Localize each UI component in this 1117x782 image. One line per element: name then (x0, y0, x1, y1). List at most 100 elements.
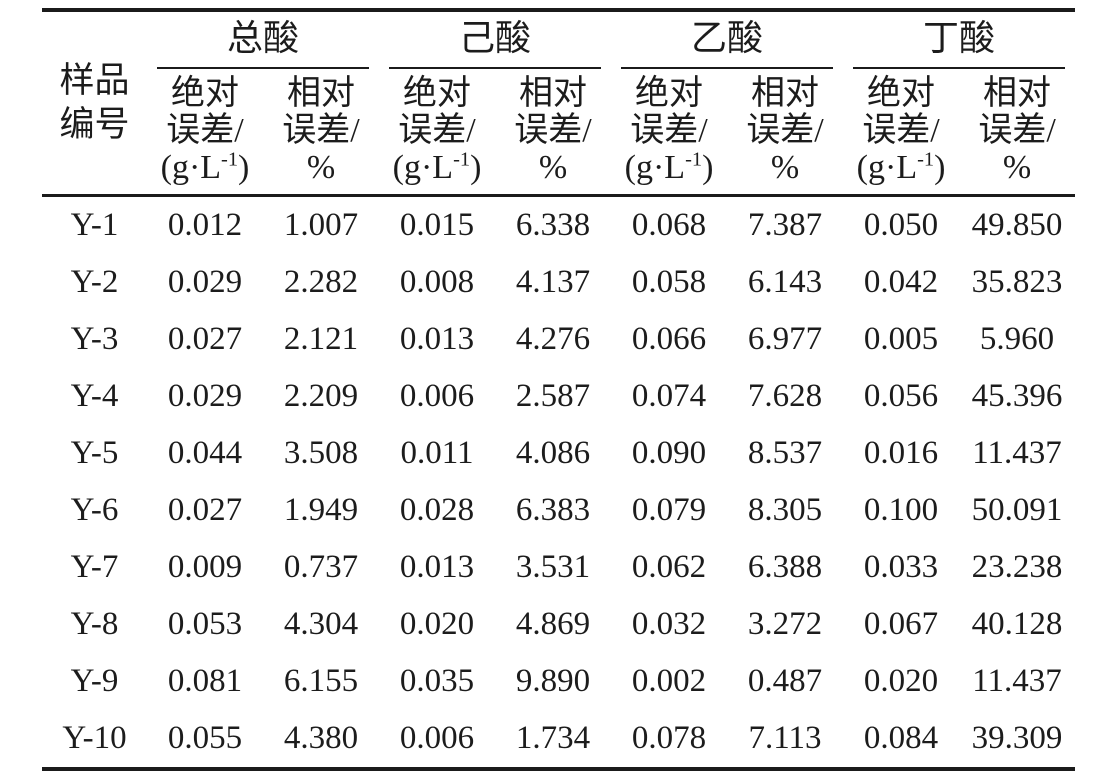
value-cell: 1.007 (283, 207, 359, 243)
table-row: Y-1 0.012 1.007 0.015 6.338 0.068 7.387 0.050 49… (42, 196, 1075, 255)
value-cell: 6.977 (747, 321, 823, 357)
value-cell: 39.309 (971, 720, 1063, 756)
relative-error-unit: % (1002, 149, 1032, 186)
absolute-error-line1: 绝对 (171, 75, 239, 112)
value-cell: 0.050 (863, 207, 939, 243)
value-cell: 4.276 (515, 321, 591, 357)
value-cell: 11.437 (972, 435, 1062, 471)
table-row: Y-3 0.027 2.121 0.013 4.276 0.066 6.977 0.005 5.… (42, 311, 1075, 368)
value-cell: 4.869 (515, 606, 591, 642)
table-body: Y-1 0.012 1.007 0.015 6.338 0.068 7.387 0.050 49… (42, 196, 1075, 770)
value-cell: 3.531 (515, 549, 591, 585)
value-cell: 7.113 (748, 720, 822, 756)
absolute-error-header: 绝对 误差/ (g·L-1) (611, 69, 727, 196)
group-header-butyric-acid: 丁酸 (843, 10, 1075, 69)
value-cell: 0.079 (631, 492, 707, 528)
relative-error-line1: 相对 (751, 75, 820, 112)
value-cell: 0.053 (167, 606, 243, 642)
relative-error-line2: 误差/ (978, 112, 1056, 149)
value-cell: 0.084 (863, 720, 939, 756)
value-cell: 8.305 (747, 492, 823, 528)
group-header-acetic-acid: 乙酸 (611, 10, 843, 69)
value-cell: 0.020 (863, 663, 939, 699)
value-cell: 7.628 (747, 378, 823, 414)
value-cell: 0.009 (167, 549, 243, 585)
value-cell: 0.042 (863, 264, 939, 300)
value-cell: 1.949 (283, 492, 359, 528)
value-cell: 0.055 (167, 720, 243, 756)
relative-error-unit: % (770, 149, 800, 186)
value-cell: 0.035 (399, 663, 475, 699)
value-cell: 0.737 (283, 549, 359, 585)
value-cell: 0.005 (863, 321, 939, 357)
value-cell: 8.537 (747, 435, 823, 471)
absolute-error-line1: 绝对 (867, 75, 936, 112)
group-header-caproic-acid: 己酸 (379, 10, 611, 69)
value-cell: 0.029 (167, 378, 243, 414)
absolute-error-header: 绝对 误差/ (g·L-1) (147, 69, 263, 196)
absolute-error-line1: 绝对 (403, 75, 472, 112)
value-cell: 2.282 (283, 264, 359, 300)
table-row: Y-7 0.009 0.737 0.013 3.531 0.062 6.388 0.033 23… (42, 539, 1075, 596)
table-row: Y-10 0.055 4.380 0.006 1.734 0.078 7.113 0.084 3… (42, 710, 1075, 769)
value-cell: 4.086 (515, 435, 591, 471)
value-cell: 50.091 (971, 492, 1063, 528)
value-cell: 7.387 (747, 207, 823, 243)
value-cell: 0.487 (747, 663, 823, 699)
sample-id-column-header: 样品 编号 (59, 61, 130, 144)
value-cell: 0.016 (863, 435, 939, 471)
absolute-error-line2: 误差/ (398, 112, 476, 149)
absolute-error-header: 绝对 误差/ (g·L-1) (843, 69, 959, 196)
value-cell: 0.062 (631, 549, 707, 585)
value-cell: 4.304 (283, 606, 359, 642)
absolute-error-unit: (g·L-1) (392, 148, 482, 186)
value-cell: 9.890 (515, 663, 591, 699)
error-table: 样品 编号 总酸 己酸 乙酸 丁酸 绝对 误差/ (g·L-1) (42, 8, 1076, 771)
table-row: Y-4 0.029 2.209 0.006 2.587 0.074 7.628 0.056 45… (42, 368, 1075, 425)
value-cell: 11.437 (972, 663, 1062, 699)
table-header: 样品 编号 总酸 己酸 乙酸 丁酸 绝对 误差/ (g·L-1) (42, 10, 1076, 196)
table-row: Y-6 0.027 1.949 0.028 6.383 0.079 8.305 0.100 50… (42, 482, 1075, 539)
relative-error-line2: 误差/ (746, 112, 824, 149)
value-cell: 2.587 (515, 378, 591, 414)
value-cell: 40.128 (971, 606, 1063, 642)
relative-error-line1: 相对 (287, 75, 355, 112)
value-cell: 6.155 (283, 663, 359, 699)
relative-error-unit: % (538, 149, 568, 186)
group-header-caproic-acid-label: 己酸 (389, 12, 602, 69)
value-cell: 2.209 (283, 378, 359, 414)
relative-error-line2: 误差/ (282, 112, 360, 149)
sample-id-cell: Y-3 (70, 321, 119, 357)
sub-header-row: 绝对 误差/ (g·L-1) 相对 误差/ % 绝对 误差/ (g·L-1) 相… (42, 69, 1075, 196)
value-cell: 1.734 (515, 720, 591, 756)
value-cell: 3.508 (283, 435, 359, 471)
sample-id-cell: Y-7 (70, 549, 119, 585)
absolute-error-line2: 误差/ (862, 112, 940, 149)
group-header-acetic-acid-label: 乙酸 (621, 12, 834, 69)
absolute-error-line1: 绝对 (635, 75, 704, 112)
relative-error-header: 相对 误差/ % (263, 69, 379, 196)
table-row: Y-8 0.053 4.304 0.020 4.869 0.032 3.272 0.067 40… (42, 596, 1075, 653)
value-cell: 0.013 (399, 321, 475, 357)
relative-error-header: 相对 误差/ % (495, 69, 611, 196)
relative-error-line1: 相对 (983, 75, 1052, 112)
value-cell: 0.056 (863, 378, 939, 414)
absolute-error-unit: (g·L-1) (160, 148, 250, 186)
value-cell: 0.090 (631, 435, 707, 471)
group-header-total-acid-label: 总酸 (157, 12, 370, 69)
value-cell: 45.396 (971, 378, 1063, 414)
table-row: Y-2 0.029 2.282 0.008 4.137 0.058 6.143 0.042 35… (42, 254, 1075, 311)
value-cell: 0.044 (167, 435, 243, 471)
value-cell: 0.013 (399, 549, 475, 585)
value-cell: 0.067 (863, 606, 939, 642)
value-cell: 23.238 (971, 549, 1063, 585)
value-cell: 3.272 (747, 606, 823, 642)
value-cell: 6.388 (747, 549, 823, 585)
value-cell: 0.066 (631, 321, 707, 357)
value-cell: 0.074 (631, 378, 707, 414)
value-cell: 4.137 (515, 264, 591, 300)
value-cell: 35.823 (971, 264, 1063, 300)
absolute-error-header: 绝对 误差/ (g·L-1) (379, 69, 495, 196)
sample-id-cell: Y-9 (70, 663, 119, 699)
relative-error-line1: 相对 (519, 75, 588, 112)
